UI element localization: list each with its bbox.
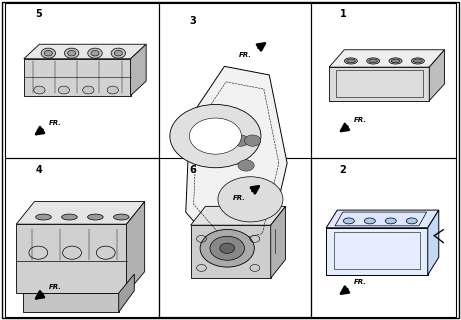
Circle shape <box>107 86 118 94</box>
Text: 5: 5 <box>35 9 42 20</box>
Circle shape <box>223 185 239 196</box>
Circle shape <box>34 86 45 94</box>
Ellipse shape <box>364 218 375 224</box>
Ellipse shape <box>62 214 77 220</box>
Circle shape <box>114 50 122 56</box>
Circle shape <box>234 185 250 196</box>
Text: 2: 2 <box>340 165 347 175</box>
Polygon shape <box>190 225 271 278</box>
Ellipse shape <box>369 59 378 63</box>
Bar <box>5 158 159 317</box>
Circle shape <box>65 48 79 58</box>
Circle shape <box>88 48 102 58</box>
Ellipse shape <box>414 59 422 63</box>
Text: FR.: FR. <box>49 120 62 126</box>
Ellipse shape <box>88 214 103 220</box>
Bar <box>311 3 456 158</box>
Circle shape <box>91 50 99 56</box>
Circle shape <box>41 48 56 58</box>
Polygon shape <box>126 202 145 293</box>
Polygon shape <box>24 44 146 59</box>
Polygon shape <box>329 50 444 67</box>
Circle shape <box>68 50 76 56</box>
Bar <box>159 158 311 317</box>
Text: FR.: FR. <box>354 279 367 285</box>
Ellipse shape <box>344 58 357 64</box>
Text: FR.: FR. <box>239 52 252 58</box>
Circle shape <box>232 135 249 146</box>
Circle shape <box>170 105 261 168</box>
Bar <box>5 3 159 158</box>
Polygon shape <box>130 44 146 96</box>
Polygon shape <box>271 206 285 278</box>
Polygon shape <box>23 293 119 312</box>
Ellipse shape <box>406 218 417 224</box>
Circle shape <box>244 198 261 210</box>
Ellipse shape <box>343 218 355 224</box>
Polygon shape <box>329 67 429 101</box>
Circle shape <box>220 243 235 253</box>
Ellipse shape <box>113 214 129 220</box>
Text: FR.: FR. <box>354 117 367 123</box>
Circle shape <box>111 48 125 58</box>
Text: FR.: FR. <box>49 284 62 290</box>
Circle shape <box>238 160 254 171</box>
Ellipse shape <box>411 58 425 64</box>
Polygon shape <box>119 274 134 312</box>
Polygon shape <box>326 210 439 228</box>
Circle shape <box>218 177 283 222</box>
Circle shape <box>58 86 70 94</box>
Ellipse shape <box>385 218 396 224</box>
Circle shape <box>189 118 242 154</box>
Polygon shape <box>190 206 285 225</box>
Polygon shape <box>326 228 428 275</box>
Ellipse shape <box>366 58 380 64</box>
Ellipse shape <box>347 59 355 63</box>
Circle shape <box>200 229 254 267</box>
Circle shape <box>83 86 94 94</box>
Circle shape <box>244 135 261 146</box>
Text: 1: 1 <box>340 9 347 20</box>
Text: 6: 6 <box>189 165 196 175</box>
Polygon shape <box>16 202 145 224</box>
Bar <box>311 158 456 317</box>
Text: FR.: FR. <box>233 195 246 201</box>
Polygon shape <box>16 224 126 293</box>
Circle shape <box>210 236 244 260</box>
Bar <box>159 3 311 317</box>
Text: 3: 3 <box>189 16 196 26</box>
Ellipse shape <box>389 58 402 64</box>
Ellipse shape <box>35 214 51 220</box>
Polygon shape <box>428 210 439 275</box>
Polygon shape <box>429 50 444 101</box>
Ellipse shape <box>391 59 400 63</box>
Circle shape <box>44 50 53 56</box>
Text: 4: 4 <box>35 165 42 175</box>
Polygon shape <box>186 66 287 257</box>
Polygon shape <box>24 59 130 96</box>
